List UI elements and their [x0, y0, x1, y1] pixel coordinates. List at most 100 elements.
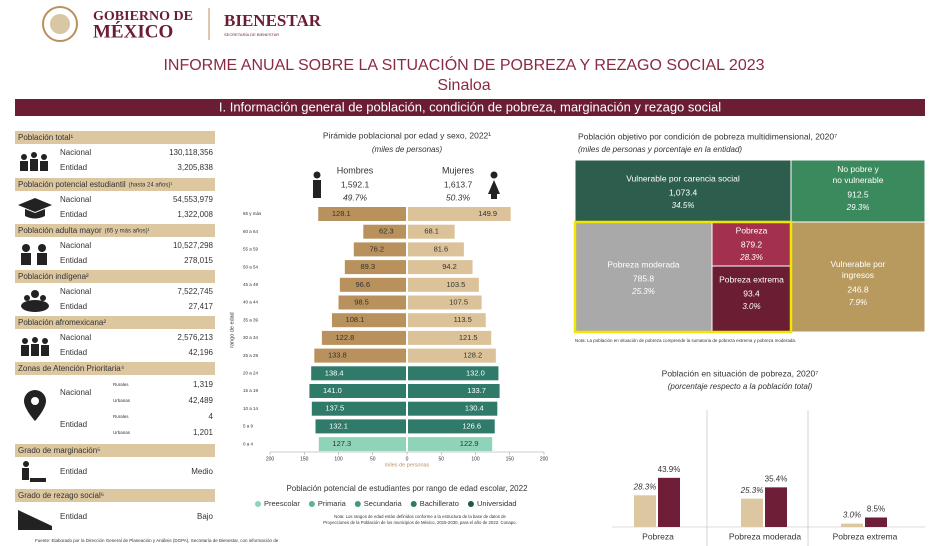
data-label: 113.5: [454, 315, 472, 324]
cell-share: 25.3%: [631, 287, 655, 296]
row-label: Entidad: [60, 256, 87, 265]
indicator-note: (65 y más años)¹: [105, 229, 150, 235]
cell-value: 93.4: [743, 288, 760, 298]
bar: [408, 207, 511, 221]
row-label: Nacional: [60, 333, 91, 342]
note: Nota: La población en situación de pobre…: [575, 338, 796, 343]
bar: [408, 260, 473, 275]
bar: [408, 366, 499, 381]
cell-value: 1,073.4: [669, 187, 698, 197]
people-icon: [20, 152, 48, 171]
bar: [408, 401, 498, 416]
y-tick-label: 60 a 64: [243, 229, 259, 234]
data-label: 132.1: [329, 421, 348, 430]
treemap-cell: [711, 221, 792, 267]
cell-value: 879.2: [741, 239, 763, 249]
treemap-cell: [574, 159, 792, 223]
bar: [311, 401, 406, 416]
indicator-title: Población total¹: [18, 133, 73, 142]
row-sublabel: Rurales: [113, 414, 129, 419]
man-icon: [313, 171, 321, 198]
series-total: 1,613.7: [444, 179, 473, 189]
bar: [865, 517, 887, 527]
agency: BIENESTAR: [224, 11, 322, 30]
cell-value: 246.8: [847, 284, 869, 294]
gov-line2: MÉXICO: [93, 20, 173, 42]
row-value: Medio: [191, 467, 213, 476]
indicator-header: [15, 270, 215, 283]
cell-label: No pobre y no vulnerable: [832, 164, 883, 185]
gov-line1: GOBIERNO DE: [93, 9, 193, 24]
seal: [42, 6, 78, 42]
row-label: Nacional: [60, 241, 91, 250]
indicator-header: [15, 316, 215, 329]
bar: [408, 224, 455, 239]
y-tick-label: 20 a 24: [243, 370, 259, 375]
data-label: 81.6: [434, 244, 449, 253]
indicator-title: Población indígena²: [18, 272, 89, 281]
indicator-title: Grado de rezago social⁶: [18, 491, 104, 500]
data-label: 25.3%: [740, 486, 764, 495]
bar: [408, 295, 482, 310]
data-label: 107.5: [449, 297, 468, 306]
row-label: Nacional: [60, 195, 91, 204]
data-label: 8.5%: [867, 505, 885, 514]
indicator-title: Grado de marginación⁵: [18, 446, 100, 455]
section-title: I. Información general de población, con…: [219, 99, 721, 114]
y-tick-label: 0 a 4: [243, 441, 254, 446]
cell-share: 29.3%: [846, 203, 870, 212]
bar: [408, 277, 479, 292]
indicator-header: [15, 178, 215, 191]
row-value: 1,322,008: [177, 210, 213, 219]
bar: [309, 384, 406, 398]
agency-sub: SECRETARÍA DE BIENESTAR: [224, 32, 279, 37]
x-tick-label: 200: [266, 456, 275, 462]
bar: [338, 295, 406, 310]
cell-share: 28.3%: [739, 253, 763, 262]
data-label: 122.8: [335, 333, 354, 342]
row-label: Entidad: [60, 467, 87, 476]
data-label: 141.0: [323, 386, 342, 395]
y-tick-label: 55 a 59: [243, 247, 259, 252]
data-label: 96.6: [356, 280, 371, 289]
row-sublabel: Urbanas: [113, 430, 131, 435]
x-tick-label: 200: [540, 456, 549, 462]
y-tick-label: 40 a 44: [243, 300, 259, 305]
row-value: 54,553,979: [173, 195, 214, 204]
y-tick-label: 65 y más: [243, 211, 262, 216]
series-share: 50.3%: [446, 192, 471, 202]
bar: [408, 419, 495, 434]
legend-swatch: [410, 501, 417, 507]
group-label: Entidad: [60, 420, 87, 429]
legend-swatch: [255, 501, 261, 507]
data-label: 149.9: [478, 209, 497, 218]
y-tick-label: 50 a 54: [243, 264, 259, 269]
bar: [353, 242, 406, 257]
treemap-cell: [711, 265, 792, 333]
row-value: 7,522,745: [177, 287, 213, 296]
data-label: 98.5: [354, 297, 369, 306]
cell-share: 34.5%: [672, 201, 695, 210]
group-label: Nacional: [60, 388, 91, 397]
indicator-title: Población adulta mayor: [18, 226, 102, 235]
cell-share: 3.0%: [742, 302, 760, 311]
chart-subtitle: (miles de personas): [372, 145, 443, 154]
data-label: 121.5: [459, 333, 478, 342]
cell-share: 7.9%: [849, 298, 867, 307]
legend-entry: Hombres: [337, 165, 374, 175]
icons: [18, 152, 500, 530]
cell-label: Pobreza extrema: [719, 274, 784, 284]
treemap-cell: [790, 221, 926, 333]
y-axis-label: rango de edad: [229, 312, 235, 347]
row-value: 1,319: [193, 380, 214, 389]
row-value: 3,205,838: [177, 163, 213, 172]
bar: [408, 437, 493, 452]
chart-title: Población objetivo por condición de pobr…: [578, 131, 837, 141]
cell-label: Vulnerable por carencia social: [626, 173, 740, 183]
data-label: 132.0: [466, 368, 485, 377]
elders-icon: [21, 244, 47, 265]
legend-entry: Mujeres: [442, 165, 475, 175]
pin-icon: [24, 390, 46, 421]
footer: Fuente: Elaborado por la Dirección Gener…: [35, 538, 279, 543]
marginal-icon: [22, 461, 46, 482]
